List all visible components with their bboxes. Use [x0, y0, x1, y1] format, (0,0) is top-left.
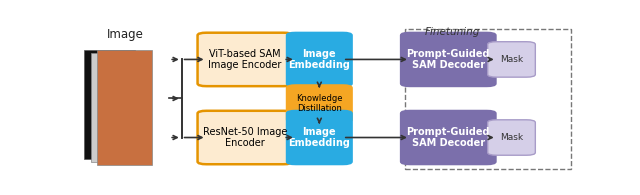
FancyBboxPatch shape: [91, 53, 141, 162]
Text: Image
Embedding: Image Embedding: [289, 127, 350, 148]
Text: Finetuning: Finetuning: [425, 27, 480, 37]
Text: ResNet-50 Image
Encoder: ResNet-50 Image Encoder: [203, 127, 287, 148]
FancyBboxPatch shape: [287, 33, 352, 86]
Text: Mask: Mask: [500, 55, 523, 64]
Text: Image
Embedding: Image Embedding: [289, 49, 350, 70]
FancyBboxPatch shape: [287, 111, 352, 164]
FancyBboxPatch shape: [97, 50, 152, 165]
Text: Knowledge
Distillation: Knowledge Distillation: [296, 94, 342, 113]
Text: Prompt-Guided
SAM Decoder: Prompt-Guided SAM Decoder: [406, 127, 490, 148]
Text: Prompt-Guided
SAM Decoder: Prompt-Guided SAM Decoder: [406, 49, 490, 70]
Text: Mask: Mask: [500, 133, 523, 142]
FancyBboxPatch shape: [287, 85, 352, 122]
FancyBboxPatch shape: [488, 42, 535, 77]
FancyBboxPatch shape: [84, 50, 134, 159]
FancyBboxPatch shape: [198, 111, 292, 164]
Text: Image: Image: [108, 28, 144, 41]
Text: ViT-based SAM
Image Encoder: ViT-based SAM Image Encoder: [208, 49, 282, 70]
FancyBboxPatch shape: [488, 120, 535, 155]
FancyBboxPatch shape: [198, 33, 292, 86]
FancyBboxPatch shape: [401, 111, 495, 164]
FancyBboxPatch shape: [401, 33, 495, 86]
